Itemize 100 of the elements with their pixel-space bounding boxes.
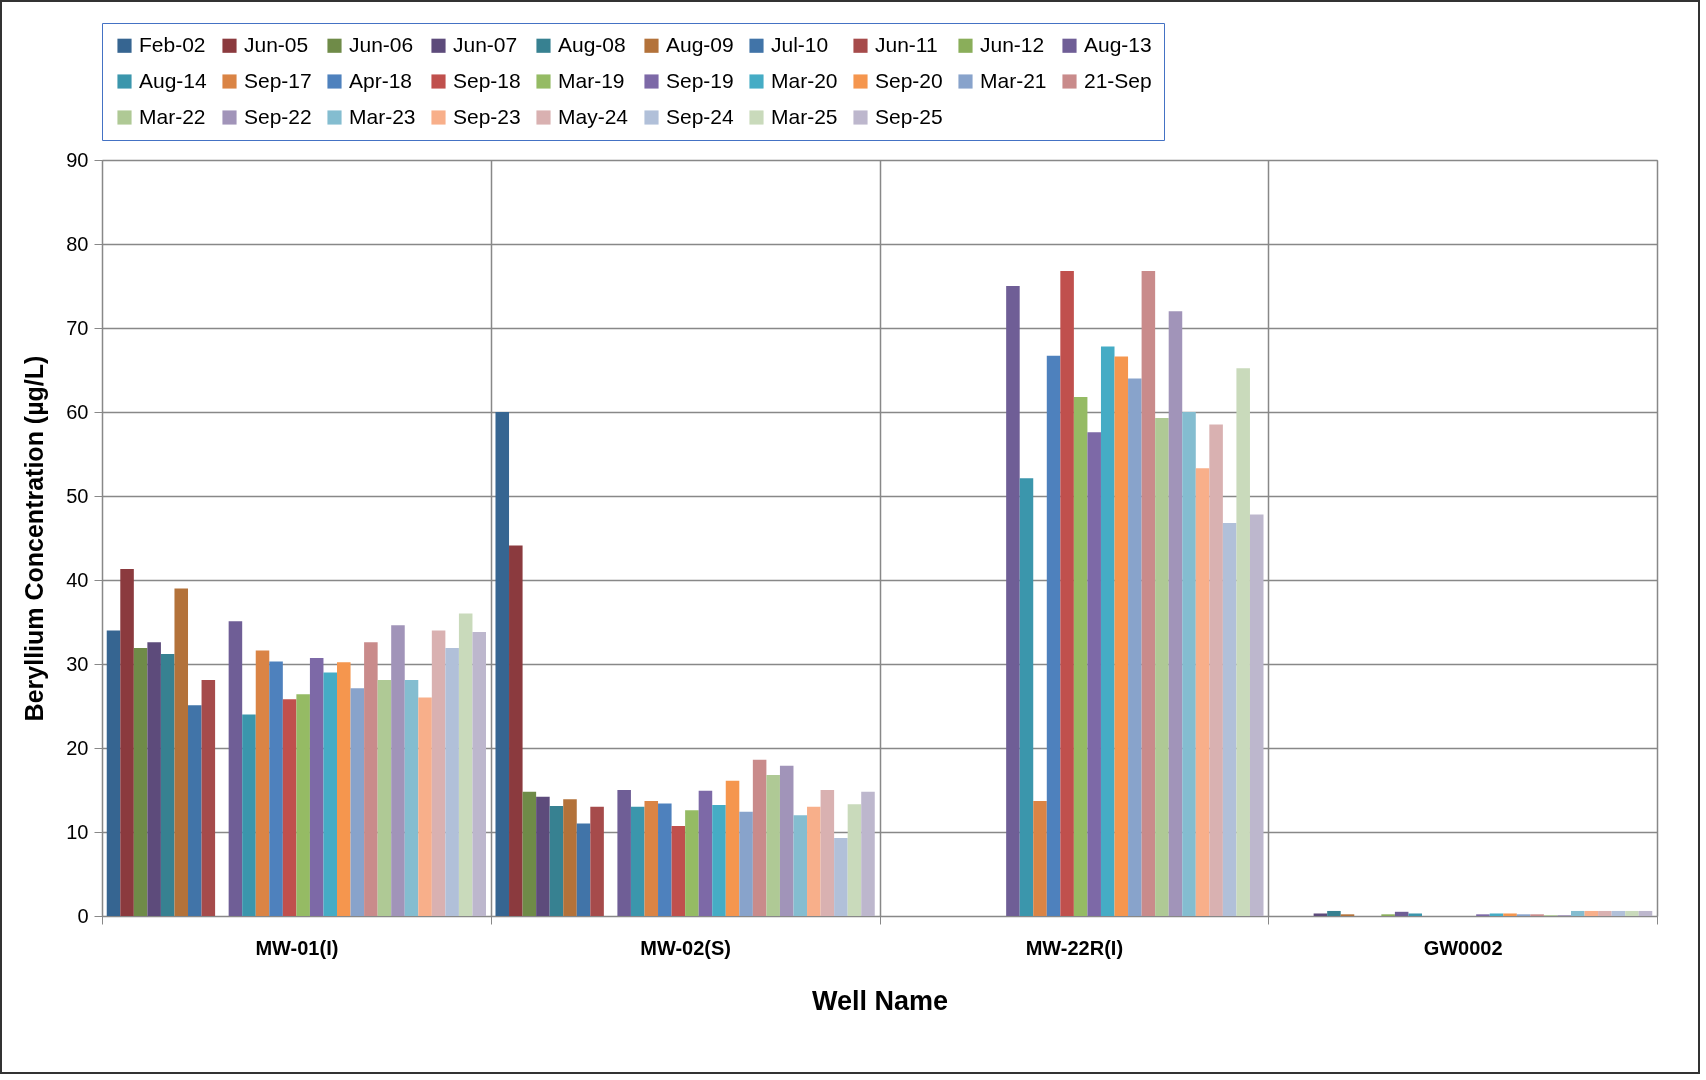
bar [522,791,537,916]
y-tick-label: 0 [77,904,89,927]
y-tick-label: 40 [66,568,89,591]
y-tick-label: 80 [66,232,89,255]
legend-label: Sep-17 [244,68,312,92]
bar [1249,514,1264,916]
y-axis-title: Beryllium Concentration (µg/L) [20,355,49,722]
bar [549,805,564,916]
bar [1114,356,1129,916]
y-tick-label: 70 [66,316,89,339]
bar [698,790,713,916]
bar [188,705,202,916]
legend-label: Aug-09 [666,32,734,56]
bar [201,679,216,916]
bar [1489,913,1504,916]
bar [820,790,835,916]
bar [495,412,510,916]
legend-label: Sep-24 [666,104,735,128]
bar [255,650,270,916]
legend-label: Mar-22 [139,104,206,128]
x-tick-label: MW-01(I) [255,936,339,959]
bar [1155,417,1169,916]
bar [1141,270,1156,916]
bar [1394,911,1409,916]
legend-label: Sep-18 [453,68,521,92]
x-tick-label: GW0002 [1423,936,1503,959]
bar [563,799,577,916]
bar [1046,355,1061,916]
bar [658,803,672,916]
bar [725,780,740,916]
bar [847,804,862,916]
legend-label: Aug-14 [139,68,208,92]
bar [133,648,148,916]
bar [1182,412,1196,916]
bar [445,648,459,916]
y-tick-label: 90 [66,148,89,171]
bar [472,632,487,916]
bar [174,588,189,916]
legend-label: Sep-20 [875,68,943,92]
bar [350,688,365,916]
bar [509,545,523,916]
bar [576,823,591,916]
x-axis-title: Well Name [811,985,949,1016]
bar [120,569,134,916]
legend-label: Jul-10 [771,32,829,56]
bar [377,679,392,916]
legend-label: Aug-08 [558,32,626,56]
legend-label: Mar-21 [980,68,1047,92]
bar [685,810,699,916]
bar [1222,522,1237,916]
legend-label: 21-Sep [1084,68,1152,92]
bar [1019,478,1034,916]
bar [671,826,686,916]
bar [431,630,446,916]
bar [1168,311,1183,916]
bar [282,699,297,916]
y-tick-label: 20 [66,736,89,759]
bar [1236,368,1250,916]
bar [1128,378,1142,916]
bar [793,815,808,916]
bar [1060,270,1074,916]
y-tick-label: 30 [66,652,89,675]
bar [712,805,726,916]
y-tick-label: 10 [66,820,89,843]
bar [807,806,821,916]
bar [228,621,243,916]
bar [1209,424,1223,916]
legend-label: Sep-25 [875,104,943,128]
legend-label: Jun-11 [875,32,938,56]
legend-label: Jun-07 [453,32,518,56]
bar [1195,468,1210,916]
bar [242,714,256,916]
bar [160,653,175,916]
bar [296,694,310,916]
bar [269,661,283,916]
bar [418,697,432,916]
legend-label: Sep-19 [666,68,734,92]
bar [861,791,875,916]
bar [1073,396,1088,916]
x-tick-label: MW-22R(I) [1025,936,1124,959]
bar [536,796,550,916]
bar [147,642,161,916]
bar [404,679,419,916]
bar [337,662,351,916]
bar [617,790,631,916]
legend-label: Sep-22 [244,104,312,128]
legend-label: Mar-23 [349,104,416,128]
bar [766,774,780,916]
bar [1006,286,1020,916]
legend-label: Feb-02 [139,32,206,56]
bar [1087,432,1101,916]
bar [779,765,794,916]
legend-label: Jun-05 [244,32,309,56]
bar [1611,910,1626,916]
bar [309,658,324,916]
bar [1625,910,1639,916]
legend-label: Aug-13 [1084,32,1152,56]
bar [1327,910,1341,916]
legend-label: May-24 [558,104,629,128]
bar [1033,800,1047,916]
